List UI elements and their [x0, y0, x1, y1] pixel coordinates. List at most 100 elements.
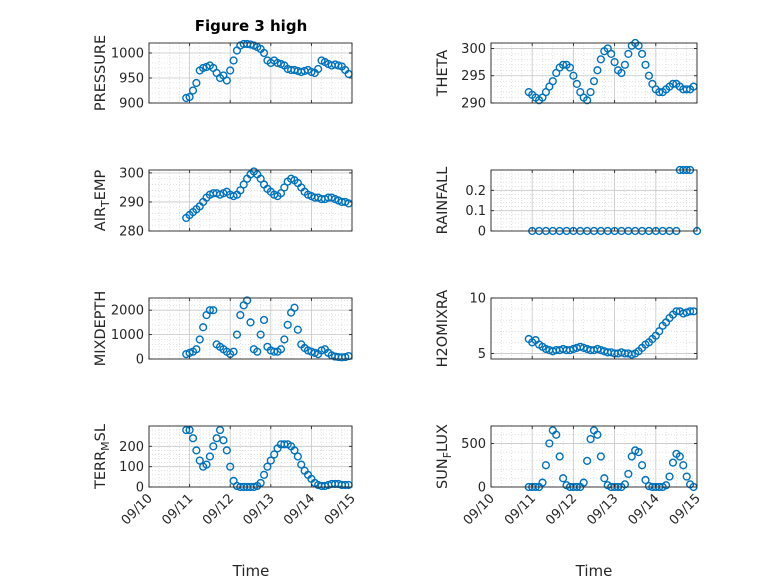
y-axis-label: MIXDEPTH [93, 291, 109, 367]
data-point [263, 462, 272, 471]
data-point [641, 475, 650, 485]
axes-frame [148, 169, 353, 232]
x-tick-label: 09/15 [667, 491, 704, 528]
data-point [627, 350, 636, 359]
y-tick-label: 200 [119, 440, 144, 455]
data-point [634, 41, 643, 50]
data-point [555, 452, 564, 461]
x-tick-label: 09/12 [200, 491, 237, 528]
data-point [600, 474, 609, 483]
data-point [586, 87, 595, 97]
data-point [192, 78, 201, 88]
x-tick-label: 09/10 [119, 491, 156, 528]
data-point [579, 478, 588, 487]
data-point [334, 61, 343, 70]
y-tick-label: 5 [478, 347, 486, 362]
axes-frame [490, 297, 698, 360]
data-point [266, 456, 275, 465]
data-point [583, 456, 592, 465]
y-tick-label: 950 [119, 72, 144, 87]
x-tick-label: 09/15 [322, 491, 359, 528]
data-point [239, 180, 248, 189]
data-point [620, 60, 630, 69]
data-point [569, 344, 578, 354]
data-point [558, 474, 568, 483]
data-point [192, 345, 201, 354]
data-point [219, 436, 228, 445]
subplot-6: 5 10 H2OMIXRA [435, 290, 698, 368]
axes-frame [148, 42, 353, 104]
data-point [202, 460, 211, 469]
data-point [679, 309, 688, 318]
y-tick-label: 280 [119, 225, 144, 240]
y-axis-label: AIRTEMP [93, 170, 112, 232]
data-point [283, 320, 292, 329]
data-point [307, 67, 316, 77]
y-axis-label: H2OMIXRA [435, 290, 451, 368]
data-point [552, 430, 561, 439]
x-tick-label: 09/14 [626, 491, 663, 528]
axes-frame [148, 425, 353, 488]
data-point [229, 56, 238, 65]
data-point [276, 345, 286, 354]
data-point [558, 60, 568, 69]
data-point [222, 76, 231, 85]
data-point [565, 346, 575, 355]
data-point [259, 470, 269, 479]
y-tick-label: 2000 [111, 304, 144, 319]
data-point [188, 86, 198, 95]
data-point [675, 452, 684, 461]
y-tick-label: 10 [469, 292, 486, 307]
x-tick-label: 09/14 [281, 491, 318, 528]
data-point [624, 469, 633, 479]
y-tick-label: 0.1 [465, 204, 486, 219]
data-point [576, 342, 585, 351]
data-point [641, 60, 650, 69]
data-point [665, 472, 674, 481]
x-tick-label: 09/13 [584, 491, 621, 528]
data-point [593, 430, 602, 439]
data-point [195, 456, 204, 465]
data-point [256, 478, 265, 488]
x-axis-label-left: Time [232, 562, 270, 580]
data-point [579, 343, 588, 353]
data-point [243, 296, 252, 305]
data-point [634, 448, 643, 457]
data-point [236, 186, 245, 195]
axes-frame [148, 297, 353, 360]
y-tick-label: 100 [119, 460, 144, 475]
data-point [637, 49, 647, 59]
x-tick-label: 09/12 [543, 491, 580, 528]
data-point [644, 71, 654, 80]
data-point [273, 58, 282, 68]
data-point [655, 87, 664, 97]
data-point [195, 335, 204, 344]
data-point [341, 352, 350, 362]
data-point [199, 63, 208, 73]
data-point [668, 458, 678, 467]
axes-frame [490, 42, 698, 104]
data-point [541, 344, 551, 354]
data-point [290, 446, 299, 455]
data-point [256, 174, 265, 183]
data-point [672, 307, 681, 316]
y-tick-label: 500 [461, 437, 486, 452]
subplot-4: 0 0.1 0.2 RAINFALL [435, 165, 702, 240]
y-axis-label: RAINFALL [435, 167, 451, 235]
y-axis-label: THETA [435, 50, 451, 98]
y-tick-label: 1000 [111, 47, 144, 62]
data-point [232, 330, 242, 339]
y-axis-label: PRESSURE [93, 35, 109, 111]
data-point [565, 63, 575, 72]
data-point [182, 425, 191, 435]
data-point [259, 48, 269, 58]
data-point [589, 77, 599, 86]
data-point [259, 315, 269, 325]
subplot-3: 280 290 300 AIRTEMP [93, 166, 353, 240]
data-point [256, 330, 265, 339]
data-point [209, 442, 218, 451]
y-axis-label: SUNFLUX [435, 424, 454, 489]
data-point [686, 307, 695, 316]
x-tick-label: 09/13 [241, 491, 278, 528]
